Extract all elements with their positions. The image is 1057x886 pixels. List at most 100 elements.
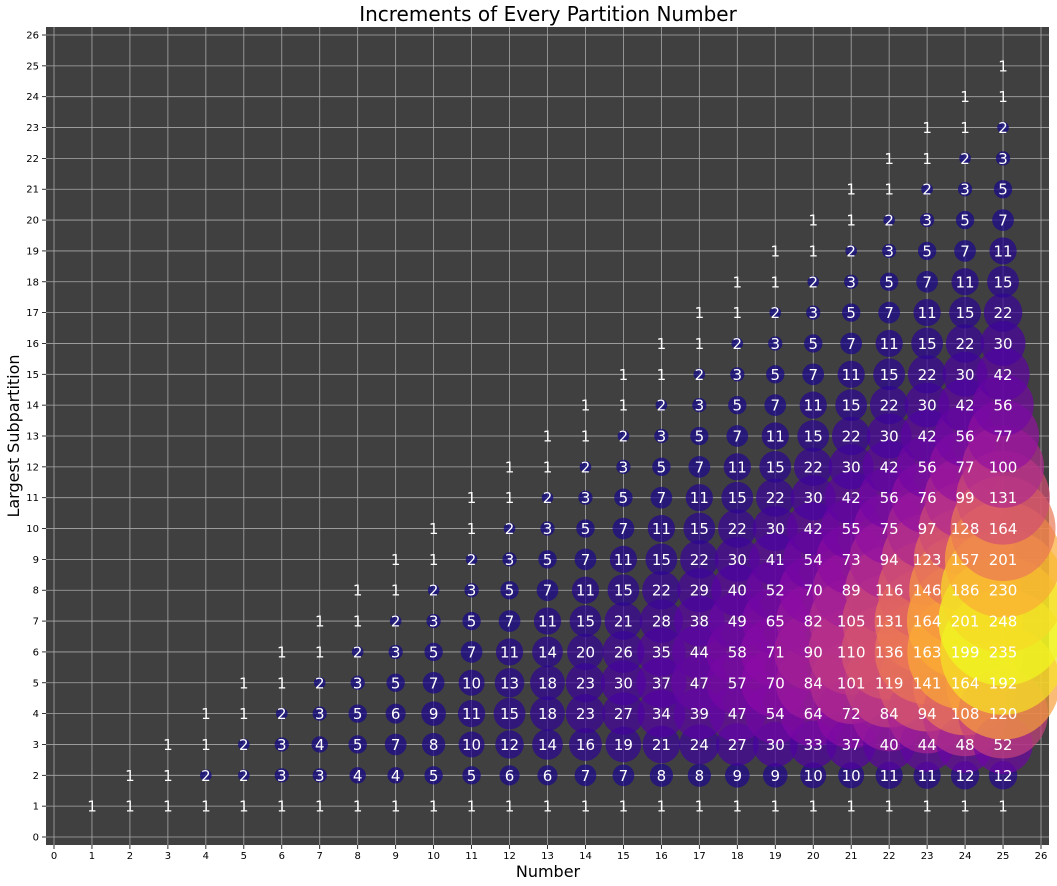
x-tick-label: 8 [355, 851, 361, 862]
data-label: 37 [842, 736, 861, 754]
bubble-point [831, 416, 871, 456]
data-label: 5 [846, 304, 856, 322]
data-label: 1 [581, 798, 591, 816]
bubble-point [426, 613, 441, 629]
bubble-point [312, 706, 327, 721]
data-label: 2 [884, 212, 894, 230]
data-label: 2 [391, 613, 401, 631]
data-label: 5 [353, 736, 363, 754]
tick-labels: 0 1 2 3 4 5 6 7 8 9 10 11 12 13 14 15 16 17 18 19 20 21 22 23 24… [26, 31, 1047, 863]
bubble-point [955, 210, 975, 230]
data-label: 22 [880, 397, 899, 415]
data-label: 18 [538, 705, 557, 723]
data-label: 58 [728, 643, 747, 661]
data-label: 7 [467, 643, 477, 661]
bubble-point [837, 360, 865, 388]
data-label: 201 [951, 613, 980, 631]
data-label: 11 [462, 705, 481, 723]
data-label: 3 [619, 458, 629, 476]
data-label: 77 [956, 458, 975, 476]
data-label: 11 [804, 397, 823, 415]
data-label: 56 [880, 489, 899, 507]
data-label: 8 [429, 736, 439, 754]
data-label: 42 [842, 489, 861, 507]
data-label: 15 [918, 335, 937, 353]
data-label: 1 [998, 798, 1008, 816]
y-tick-label: 10 [26, 524, 39, 535]
data-label: 7 [733, 428, 743, 446]
data-label: 15 [880, 366, 899, 384]
bubble-point [806, 305, 821, 320]
y-tick-label: 4 [33, 709, 39, 720]
bubble-point [731, 337, 744, 350]
bubble-point [387, 767, 404, 784]
data-label: 5 [960, 212, 970, 230]
data-label: 72 [842, 705, 861, 723]
data-label: 3 [695, 397, 705, 415]
bubble-point [579, 461, 592, 473]
data-label: 42 [956, 397, 975, 415]
data-label: 1 [239, 674, 249, 692]
bubble-point [993, 180, 1013, 199]
bubble-point [462, 766, 481, 785]
data-label: 3 [315, 705, 325, 723]
data-label: 1 [163, 736, 173, 754]
data-label: 5 [770, 366, 780, 384]
y-tick-label: 6 [33, 647, 39, 658]
x-tick-label: 16 [655, 851, 668, 862]
bubble-point [498, 610, 521, 632]
data-label: 1 [125, 767, 135, 785]
data-label: 33 [804, 736, 823, 754]
data-label: 5 [467, 767, 477, 785]
data-label: 5 [467, 613, 477, 631]
bubble-point [907, 355, 947, 394]
y-tick-label: 23 [26, 123, 39, 134]
data-label: 1 [467, 798, 477, 816]
bubble-point [756, 478, 795, 517]
data-label: 70 [766, 674, 785, 692]
data-label: 1 [960, 798, 970, 816]
y-tick-label: 7 [33, 617, 39, 628]
data-label: 11 [500, 643, 519, 661]
data-label: 9 [770, 767, 780, 785]
data-label: 1 [163, 767, 173, 785]
data-label: 10 [462, 674, 481, 692]
data-label: 199 [951, 643, 980, 661]
data-label: 52 [766, 582, 785, 600]
x-tick-label: 12 [503, 851, 516, 862]
data-label: 2 [619, 428, 629, 446]
x-tick-label: 18 [731, 851, 744, 862]
bubble-point [766, 365, 785, 384]
data-label: 1 [581, 397, 591, 415]
bubble-point [565, 663, 606, 703]
bubble-point [350, 675, 365, 690]
data-label: 1 [733, 273, 743, 291]
bubble-point [652, 457, 671, 477]
data-label: 56 [918, 458, 937, 476]
bubble-point [649, 763, 673, 787]
data-label: 2 [733, 335, 743, 353]
data-label: 15 [993, 273, 1012, 291]
x-tick-label: 0 [51, 851, 57, 862]
data-label: 22 [804, 458, 823, 476]
bubble-point [567, 633, 604, 671]
bubble-point [538, 550, 557, 569]
data-label: 1 [543, 458, 553, 476]
data-label: 5 [733, 397, 743, 415]
data-label: 22 [690, 551, 709, 569]
bubble-point [995, 151, 1011, 166]
data-label: 5 [695, 428, 705, 446]
data-label: 5 [543, 551, 553, 569]
bubble-point [574, 548, 597, 571]
bubble-point [942, 351, 988, 397]
data-label: 56 [993, 397, 1012, 415]
bubble-point [351, 646, 364, 658]
data-label: 1 [960, 119, 970, 137]
bubble-point [762, 763, 788, 788]
bubble-point [457, 700, 486, 728]
bubble-point [500, 581, 519, 600]
data-label: 97 [918, 520, 937, 538]
data-label: 2 [770, 304, 780, 322]
bubble-point [540, 521, 555, 536]
data-label: 2 [353, 643, 363, 661]
